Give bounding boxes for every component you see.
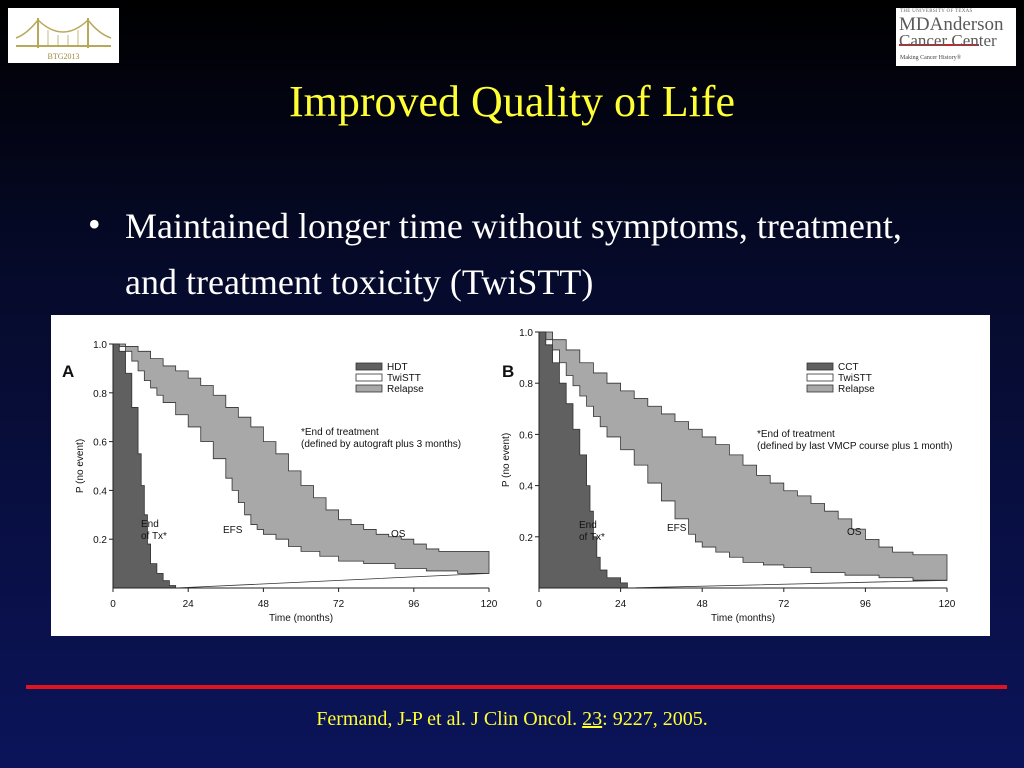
note-B-0: *End of treatment — [757, 429, 835, 440]
mda-top-text: THE UNIVERSITY OF TEXAS — [900, 9, 973, 14]
citation-volume: 23 — [582, 708, 603, 730]
y-tick-label-B-3: 0.8 — [519, 379, 533, 390]
citation-authors: Fermand, J-P et al. J Clin Oncol. — [316, 708, 583, 730]
efs-label-A: EFS — [223, 525, 243, 536]
y-tick-label-B-2: 0.6 — [519, 430, 533, 441]
efs-label-B: EFS — [667, 523, 687, 534]
x-tick-label-B-96: 96 — [860, 599, 872, 610]
x-tick-label-A-24: 24 — [183, 599, 195, 610]
legend-swatch-B-0 — [806, 362, 834, 371]
mda-line2: Cancer Center — [899, 31, 997, 50]
x-tick-label-A-120: 120 — [481, 599, 498, 610]
legend-label-A-0: HDT — [387, 362, 408, 373]
x-tick-label-B-48: 48 — [697, 599, 709, 610]
legend-swatch-B-2 — [806, 384, 834, 393]
x-tick-label-B-72: 72 — [778, 599, 790, 610]
y-tick-label-B-0: 0.2 — [519, 533, 533, 544]
treatment-band-B — [538, 331, 947, 589]
os-label-A: OS — [391, 529, 406, 540]
x-tick-label-A-96: 96 — [408, 599, 420, 610]
mda-tagline: Making Cancer History® — [900, 55, 962, 61]
legend-swatch-B-1 — [806, 373, 834, 382]
bullet-text: Maintained longer time without symptoms,… — [125, 206, 902, 302]
x-tick-label-A-48: 48 — [258, 599, 270, 610]
survival-figure: 0 24 48 72 96 120 0.2 0.4 0.6 0.8 1.0 Time (months)… — [51, 315, 990, 636]
mda-line1: MDAnderson — [899, 14, 1004, 35]
y-tick-label-B-1: 0.4 — [519, 482, 533, 493]
legend-label-A-1: TwiSTT — [387, 373, 421, 384]
y-tick-label-A-1: 0.4 — [93, 486, 107, 497]
y-tick-label-A-4: 1.0 — [93, 340, 107, 351]
os-label-B: OS — [847, 527, 862, 538]
bullet-marker: • — [88, 204, 101, 244]
survival-curves-svg: 0 24 48 72 96 120 0.2 0.4 0.6 0.8 1.0 Time (months)… — [62, 328, 956, 624]
legend-label-B-1: TwiSTT — [838, 373, 872, 384]
note-A-0: *End of treatment — [301, 427, 379, 438]
citation-pages: : 9227, 2005. — [602, 708, 708, 730]
end-tx-label-A-0: End — [141, 519, 159, 530]
bridge-icon — [15, 18, 112, 48]
x-tick-label-A-72: 72 — [333, 599, 345, 610]
y-tick-label-A-0: 0.2 — [93, 535, 107, 546]
slide-title: Improved Quality of Life — [289, 77, 735, 126]
end-tx-label-B-1: of Tx* — [579, 532, 605, 543]
panel-letter-B: B — [502, 362, 514, 381]
end-tx-label-A-1: of Tx* — [141, 531, 167, 542]
legend-label-B-0: CCT — [838, 362, 859, 373]
citation: Fermand, J-P et al. J Clin Oncol. 23: 92… — [0, 708, 1024, 731]
x-axis-title-A: Time (months) — [269, 613, 333, 624]
x-axis-title-B: Time (months) — [711, 613, 775, 624]
treatment-band-A — [112, 343, 489, 589]
mda-red-rule — [899, 44, 979, 46]
x-tick-label-B-0: 0 — [536, 599, 542, 610]
x-tick-label-B-120: 120 — [939, 599, 956, 610]
y-axis-title-A: P (no event) — [75, 439, 86, 493]
y-tick-label-A-2: 0.6 — [93, 438, 107, 449]
y-axis-title-B: P (no event) — [501, 433, 512, 487]
md-anderson-logo: THE UNIVERSITY OF TEXAS MDAnderson Cance… — [896, 8, 1016, 66]
note-B-1: (defined by last VMCP course plus 1 mont… — [757, 441, 952, 452]
legend-label-B-2: Relapse — [838, 384, 875, 395]
btg-logo-text: BTG2013 — [47, 52, 80, 61]
legend-swatch-A-2 — [355, 384, 383, 393]
y-tick-label-A-3: 0.8 — [93, 389, 107, 400]
panel-letter-A: A — [62, 362, 74, 381]
btg2013-logo: BTG2013 — [8, 8, 119, 63]
x-tick-label-B-24: 24 — [615, 599, 627, 610]
y-tick-label-B-4: 1.0 — [519, 328, 533, 339]
red-divider — [26, 685, 1007, 689]
end-tx-label-B-0: End — [579, 520, 597, 531]
legend-swatch-A-1 — [355, 373, 383, 382]
x-tick-label-A-0: 0 — [110, 599, 116, 610]
legend-swatch-A-0 — [355, 362, 383, 371]
note-A-1: (defined by autograft plus 3 months) — [301, 439, 461, 450]
legend-label-A-2: Relapse — [387, 384, 424, 395]
